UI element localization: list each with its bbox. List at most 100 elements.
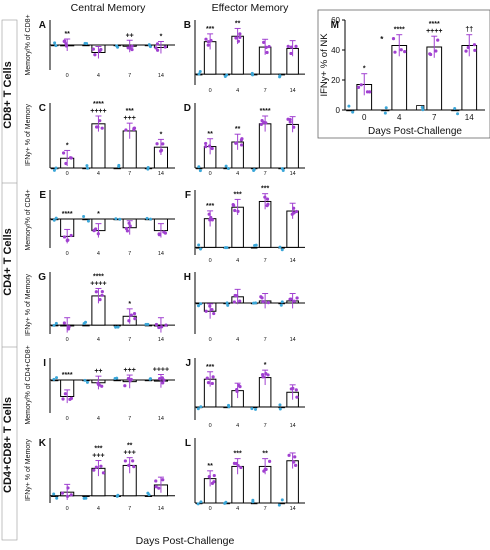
significance-label: *** xyxy=(261,186,269,193)
significance-label: ++++ xyxy=(90,108,106,115)
data-point xyxy=(261,373,265,377)
data-point xyxy=(100,384,104,388)
data-point xyxy=(288,117,292,122)
data-point xyxy=(210,218,214,222)
control-point xyxy=(278,407,282,411)
data-point xyxy=(163,231,168,235)
control-point xyxy=(279,303,283,307)
data-point xyxy=(160,325,164,329)
data-point xyxy=(127,221,131,225)
control-point xyxy=(254,243,258,247)
data-point xyxy=(154,479,158,483)
data-point xyxy=(127,319,131,323)
data-point xyxy=(286,44,290,48)
x-tick-label: 4 xyxy=(236,88,239,94)
x-tick-label: 7 xyxy=(128,251,131,257)
x-tick-label: 7 xyxy=(128,416,131,422)
control-point xyxy=(52,323,56,327)
data-point xyxy=(295,395,299,399)
panel-c: C IFNy+ % of Memory * 0 ****++++ 4 ***+++ 7 * 14 xyxy=(25,101,175,177)
data-point xyxy=(261,300,265,304)
control-bar xyxy=(113,324,121,327)
significance-label: * xyxy=(66,142,69,149)
y-tick-label: 40 xyxy=(331,46,340,55)
data-point xyxy=(93,228,97,232)
data-point xyxy=(391,37,396,41)
y-axis-label: Memory/% of CD4+ xyxy=(25,189,32,250)
x-tick-label: 0 xyxy=(362,113,367,122)
data-point xyxy=(240,143,244,147)
data-point xyxy=(66,486,70,490)
control-point xyxy=(453,106,457,110)
panel-letter: C xyxy=(39,103,46,114)
control-point xyxy=(199,405,203,409)
data-point xyxy=(473,48,477,52)
control-point xyxy=(85,42,89,46)
x-tick-label: 7 xyxy=(432,113,437,122)
data-point xyxy=(204,141,208,146)
data-point xyxy=(204,144,208,149)
data-point xyxy=(129,377,133,382)
control-point xyxy=(280,248,284,252)
panel-h: H 0 4 7 14 xyxy=(184,272,305,343)
data-point xyxy=(61,151,66,155)
control-point xyxy=(55,376,59,380)
x-tick-label: 4 xyxy=(97,73,100,79)
control-point xyxy=(280,300,284,304)
x-tick-label: 0 xyxy=(209,337,212,343)
control-point xyxy=(115,44,119,48)
panel-letter: M xyxy=(331,20,339,31)
control-point xyxy=(146,165,150,169)
data-point xyxy=(368,90,372,94)
x-tick-label: 14 xyxy=(290,171,296,177)
data-point xyxy=(266,202,270,206)
data-point xyxy=(128,46,132,50)
data-point xyxy=(429,52,433,57)
x-tick-label: 4 xyxy=(236,171,239,177)
data-point xyxy=(62,235,67,239)
extra-significance-label: * xyxy=(380,35,384,44)
data-point xyxy=(126,376,130,381)
data-point xyxy=(98,297,102,302)
significance-label: +++ xyxy=(124,367,136,374)
y-axis-label: Memory/% of CD4+CD8+ xyxy=(25,345,32,424)
data-point xyxy=(294,463,298,467)
x-tick-label: 14 xyxy=(158,506,164,512)
control-point xyxy=(52,218,56,222)
x-tick-label: 4 xyxy=(97,416,100,422)
data-point xyxy=(259,122,263,126)
y-axis-label: IFNy+ % of Memory xyxy=(25,103,32,166)
significance-label: ** xyxy=(262,451,268,458)
data-point xyxy=(101,471,106,475)
x-axis-label: Days Post-Challenge xyxy=(368,126,462,137)
control-point xyxy=(145,216,149,220)
control-point xyxy=(227,403,231,407)
data-point xyxy=(206,43,210,47)
control-point xyxy=(54,216,58,220)
control-bar xyxy=(144,379,153,382)
data-point xyxy=(98,119,102,123)
data-point xyxy=(294,388,298,392)
data-point xyxy=(234,141,238,145)
column-header-effector-memory: Effector Memory xyxy=(212,2,290,14)
data-point xyxy=(130,44,134,48)
panel-m-frame xyxy=(317,9,490,139)
control-point xyxy=(85,164,89,168)
data-point xyxy=(64,161,68,166)
control-point xyxy=(251,500,255,504)
significance-label: * xyxy=(97,211,100,218)
data-point xyxy=(154,322,159,327)
significance-label: ++++ xyxy=(153,367,169,374)
y-axis-label: Memory/% of CD8+ xyxy=(25,14,32,75)
significance-label: ** xyxy=(207,463,213,470)
data-point xyxy=(124,226,129,231)
y-tick-label: 0 xyxy=(336,106,341,115)
data-point xyxy=(60,491,65,495)
data-point xyxy=(294,44,298,48)
control-bar xyxy=(346,109,355,112)
x-tick-label: 0 xyxy=(209,258,212,264)
x-tick-label: 4 xyxy=(236,337,239,343)
control-point xyxy=(226,167,230,171)
x-tick-label: 7 xyxy=(128,506,131,512)
y-axis-label: IFNy+ % of Memory xyxy=(25,438,32,501)
